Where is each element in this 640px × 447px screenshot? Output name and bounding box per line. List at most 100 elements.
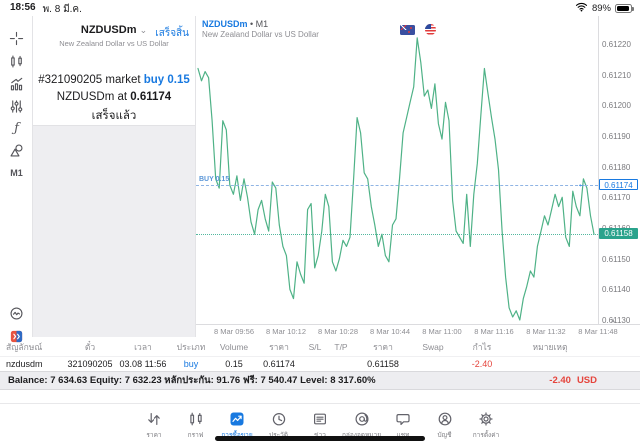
column-header: T/P: [334, 341, 348, 352]
buy-arrow-icon: ←: [577, 179, 587, 191]
tab-quotes[interactable]: ราคา: [133, 404, 175, 447]
tab-chart[interactable]: กราฟ: [175, 404, 217, 447]
clock-date: พ. 8 มี.ค.: [42, 4, 82, 15]
crosshair-icon[interactable]: [0, 28, 33, 48]
wifi-icon: [575, 2, 588, 15]
done-button[interactable]: เสร็จสิ้น: [155, 28, 189, 39]
time-tick-label: 8 Mar 10:44: [369, 327, 411, 336]
tab-mailbox[interactable]: กล่องจดหมาย: [341, 404, 383, 447]
tab-label: แชท: [397, 430, 410, 440]
us-flag-icon: [425, 24, 436, 35]
tab-label: กล่องจดหมาย: [342, 430, 381, 440]
column-header: Volume: [219, 341, 249, 352]
tab-label: บัญชี: [437, 432, 452, 439]
chart-icon: [187, 410, 204, 427]
nz-flag-icon: [400, 24, 415, 35]
buy-position-line: [196, 185, 598, 187]
tab-label: การตั้งค่า: [472, 432, 500, 439]
objects-icon[interactable]: [0, 140, 33, 160]
order-result-panel: NZDUSDm ⌄ เสร็จสิ้น New Zealand Dollar v…: [33, 16, 196, 337]
buy-position-label: BUY 0.15: [199, 176, 230, 184]
news-icon: [312, 410, 329, 427]
tab-label: ข่าว: [314, 430, 326, 440]
price-tick-label: 0.61210: [602, 70, 631, 80]
price-tick-label: 0.61140: [602, 285, 631, 295]
order-status-line: เสร็จแล้ว: [91, 110, 137, 122]
main-area: ƒ M1 NZDUSDm ⌄ เสร็จสิ้น: [0, 16, 640, 342]
position-cell-symbol: nzdusdm: [6, 359, 43, 369]
symbol-selector[interactable]: NZDUSDm ⌄: [33, 24, 195, 36]
chart-header: NZDUSDm • M1 New Zealand Dollar vs US Do…: [202, 19, 319, 39]
price-tick-label: 0.61180: [602, 162, 631, 172]
position-cell-time: 03.08 11:56: [119, 359, 167, 369]
positions-table-header: สัญลักษณ์ ตั๋ว เวลา ประเภท Volume ราคา S/L T/P ร…: [0, 337, 640, 356]
position-row[interactable]: nzdusdm 321090205 03.08 11:56 buy 0.15 0.6117…: [0, 356, 640, 371]
position-cell-price2: 0.61158: [367, 359, 399, 369]
timeframe-button[interactable]: M1: [10, 168, 23, 178]
time-axis-line: [196, 324, 640, 325]
time-tick-label: 8 Mar 11:32: [526, 327, 566, 336]
support-chat-icon[interactable]: [0, 303, 33, 323]
function-icon[interactable]: ƒ: [14, 120, 19, 136]
mailbox-icon: [353, 410, 370, 427]
indicators-icon[interactable]: [0, 74, 33, 94]
price-tick-label: 0.61150: [602, 254, 631, 264]
order-summary-line: #321090205 market buy 0.15: [38, 74, 190, 86]
tab-settings[interactable]: การตั้งค่า: [465, 404, 507, 447]
column-header: Swap: [422, 341, 444, 352]
tab-trade[interactable]: การซื้อขาย: [216, 404, 258, 447]
time-tick-label: 8 Mar 10:28: [317, 327, 359, 336]
position-cell-profit: -2.40: [471, 359, 493, 369]
price-tick-label: 0.61190: [602, 132, 631, 141]
chart-area[interactable]: NZDUSDm • M1 New Zealand Dollar vs US Do…: [196, 16, 640, 337]
axis-scale-handle[interactable]: ▲: [610, 318, 616, 324]
panel-symbol: NZDUSDm: [80, 24, 137, 36]
chart-symbol[interactable]: NZDUSDm: [202, 19, 248, 29]
tab-history[interactable]: ประวัติ: [258, 404, 300, 447]
price-axis-line: [598, 16, 599, 324]
chevron-down-icon: ⌄: [139, 25, 148, 35]
price-tick-label: 0.61200: [602, 101, 631, 111]
tab-label: การซื้อขาย: [221, 430, 252, 440]
price-line-chart[interactable]: [196, 16, 598, 324]
history-icon: [270, 410, 287, 427]
column-header: ราคา: [269, 341, 289, 352]
tab-chat[interactable]: แชท: [382, 404, 424, 447]
time-tick-label: 8 Mar 11:16: [474, 327, 514, 336]
account-icon: [436, 410, 453, 427]
account-summary-text: Balance: 7 634.63 Equity: 7 632.23 หลักป…: [8, 375, 376, 386]
currency-flags: [400, 24, 436, 35]
community-icon[interactable]: [0, 326, 33, 346]
tab-account[interactable]: บัญชี: [424, 404, 466, 447]
trade-icon: [229, 410, 246, 427]
price-tick-label: 0.61170: [602, 193, 631, 203]
tab-label: ราคา: [146, 432, 162, 439]
time-tick-label: 8 Mar 11:48: [578, 327, 618, 336]
chat-icon: [395, 410, 412, 427]
account-summary-bar: Balance: 7 634.63 Equity: 7 632.23 หลักป…: [0, 371, 640, 390]
chart-toolbar: ƒ M1: [0, 16, 33, 342]
clock-time: 18:56: [10, 2, 36, 13]
order-price-line: NZDUSDm at 0.61174: [56, 91, 172, 103]
battery-icon: [615, 4, 634, 13]
candlestick-chart-icon[interactable]: [0, 51, 33, 71]
home-indicator[interactable]: [215, 436, 425, 441]
tab-news[interactable]: ข่าว: [299, 404, 341, 447]
chart-symbol-description: New Zealand Dollar vs US Dollar: [202, 30, 319, 39]
position-cell-volume: 0.15: [225, 359, 243, 369]
column-header: กำไร: [472, 341, 492, 352]
ask-price-marker: 0.61174: [599, 179, 638, 191]
time-tick-label: 8 Mar 10:12: [265, 327, 307, 336]
time-tick-label: 8 Mar 09:56: [213, 327, 255, 336]
column-header: ราคา: [373, 341, 393, 352]
position-cell-price: 0.61174: [263, 359, 295, 369]
settings-icon: [478, 410, 495, 427]
floating-profit: -2.40 USD: [549, 375, 597, 386]
position-cell-type: buy: [183, 359, 199, 369]
column-header: สัญลักษณ์: [6, 341, 43, 352]
chart-timeframe: • M1: [250, 19, 269, 29]
chart-settings-icon[interactable]: [0, 96, 33, 116]
column-header: เวลา: [134, 341, 152, 352]
current-price-line: [196, 234, 598, 236]
